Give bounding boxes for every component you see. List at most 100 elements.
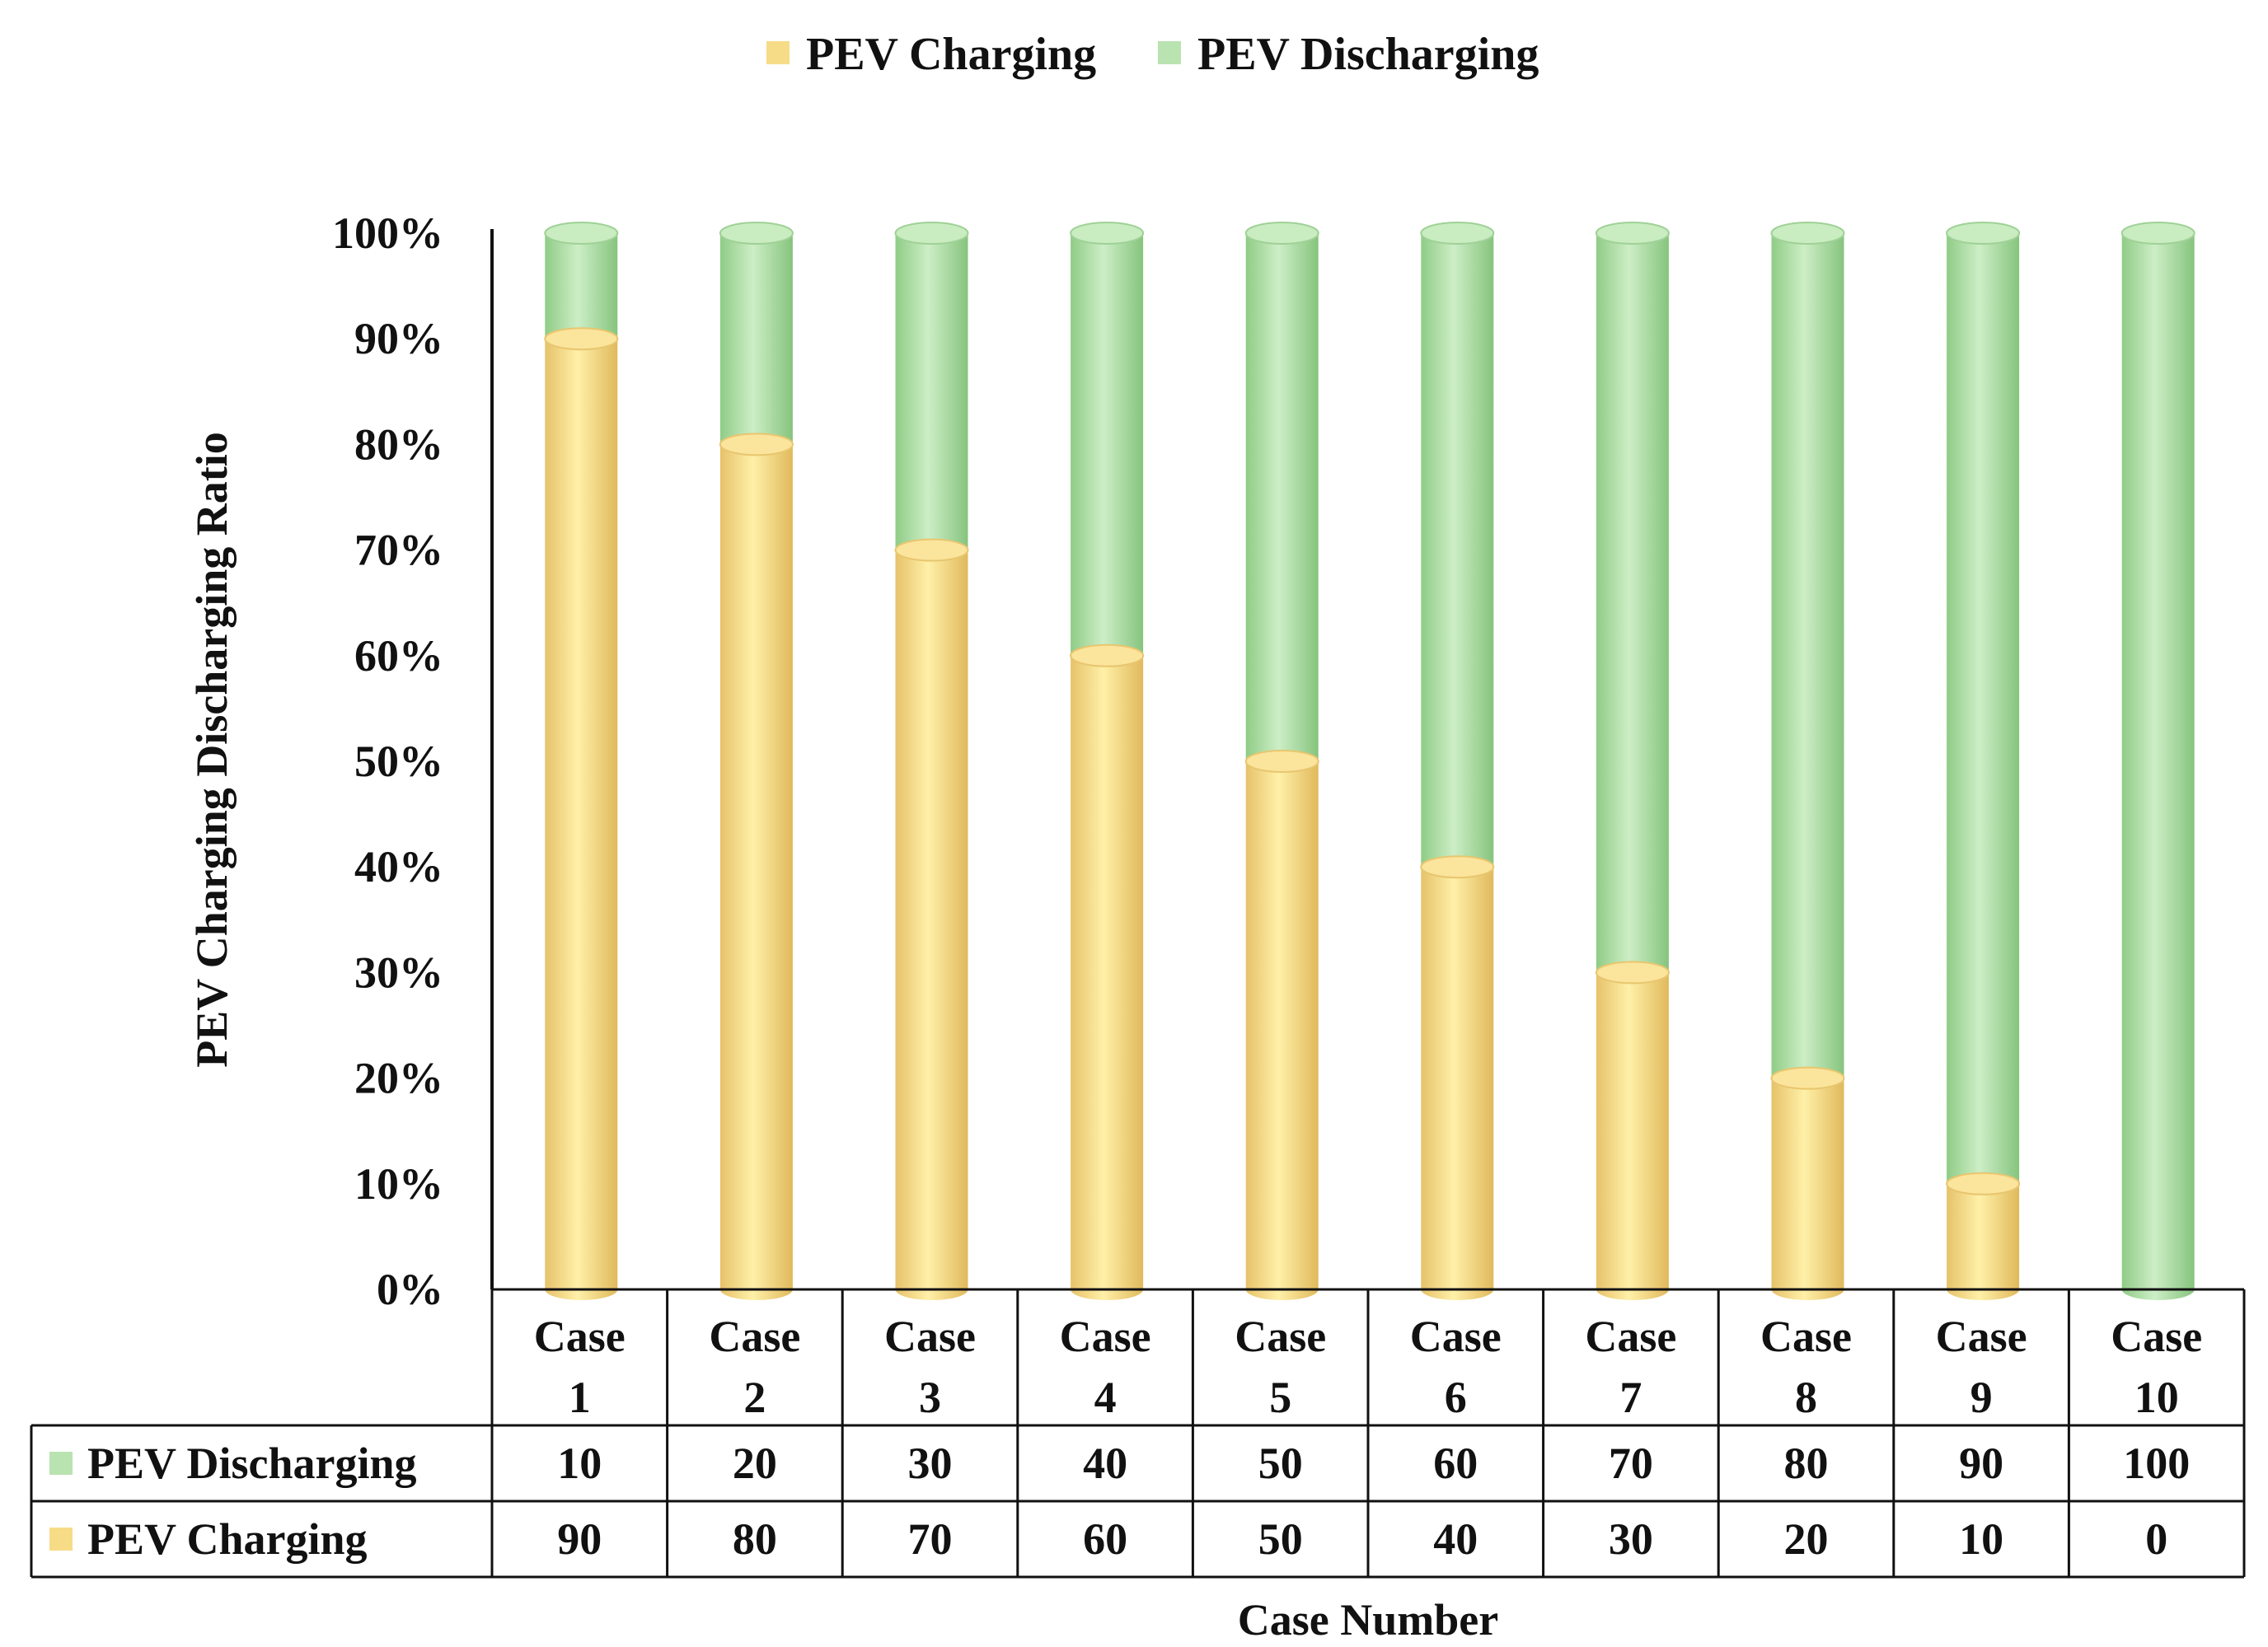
x-category-label: Case bbox=[1760, 1312, 1852, 1361]
table-cell: 80 bbox=[733, 1514, 777, 1564]
bar-charging bbox=[1071, 644, 1144, 1301]
bar-discharging bbox=[895, 222, 968, 561]
table-cell: 20 bbox=[1784, 1514, 1829, 1564]
legend: PEV Charging PEV Discharging bbox=[766, 29, 1539, 80]
table-cell: 60 bbox=[1083, 1514, 1127, 1564]
bar-discharging-top bbox=[1595, 222, 1670, 245]
table-cell: 70 bbox=[908, 1514, 953, 1564]
y-tick-label: 50% bbox=[354, 737, 443, 786]
table-cell: 10 bbox=[1959, 1514, 2003, 1564]
x-category-label: Case bbox=[1235, 1312, 1326, 1361]
x-category-label: Case bbox=[1585, 1312, 1676, 1361]
table-cell: 60 bbox=[1433, 1439, 1478, 1488]
bar-charging-top bbox=[1420, 855, 1495, 879]
table-cell: 20 bbox=[733, 1439, 777, 1488]
bar-charging-top bbox=[1244, 750, 1319, 773]
x-category-label: 8 bbox=[1795, 1373, 1817, 1422]
y-tick-label: 60% bbox=[354, 631, 443, 681]
bar-charging bbox=[1421, 856, 1494, 1301]
bar-discharging-top bbox=[544, 222, 619, 245]
table-cell: 30 bbox=[908, 1439, 953, 1488]
y-tick-label: 90% bbox=[354, 314, 443, 363]
bar-group bbox=[1946, 222, 2021, 1301]
x-category-label: Case bbox=[1060, 1312, 1151, 1361]
x-category-label: 7 bbox=[1619, 1373, 1642, 1422]
bar-charging bbox=[719, 433, 793, 1301]
y-tick-label: 0% bbox=[377, 1265, 443, 1314]
y-tick-label: 40% bbox=[354, 842, 443, 891]
bar-discharging-top bbox=[1420, 222, 1495, 245]
table-cell: 30 bbox=[1609, 1514, 1653, 1564]
table-cell: 0 bbox=[2145, 1514, 2167, 1564]
table-cell: 10 bbox=[557, 1439, 602, 1488]
bar-charging-top bbox=[544, 327, 619, 351]
bar-group bbox=[1595, 222, 1670, 1301]
bar-discharging bbox=[1071, 222, 1144, 667]
x-category-label: Case bbox=[1936, 1312, 2027, 1361]
table-cell: 90 bbox=[557, 1514, 602, 1564]
bar-discharging-top bbox=[894, 222, 969, 245]
bar-charging bbox=[895, 539, 968, 1301]
y-tick-label: 20% bbox=[354, 1054, 443, 1103]
bar-discharging bbox=[1771, 222, 1844, 1089]
x-category-label: Case bbox=[709, 1312, 800, 1361]
data-table: Case 1 Case 2 Case 3 Case 4 Case 5 Case 6 Case 7 Case 8… bbox=[30, 1288, 2246, 1579]
legend-label-discharging: PEV Discharging bbox=[1197, 29, 1539, 80]
x-category-label: 10 bbox=[2134, 1373, 2179, 1422]
x-axis-title: Case Number bbox=[1238, 1595, 1498, 1645]
x-category-label: 3 bbox=[919, 1373, 941, 1422]
bar-group bbox=[1770, 222, 1845, 1301]
table-cell: 70 bbox=[1609, 1439, 1653, 1488]
y-axis-title: PEV Charging Discharging Ratio bbox=[187, 432, 237, 1068]
x-category-label: Case bbox=[2111, 1312, 2202, 1361]
bar-charging bbox=[1596, 962, 1669, 1301]
bar-discharging bbox=[1947, 222, 2020, 1195]
table-cell: 100 bbox=[2123, 1439, 2190, 1488]
bar-discharging bbox=[545, 222, 618, 350]
table-cell: 40 bbox=[1083, 1439, 1127, 1488]
x-category-label: 1 bbox=[569, 1373, 591, 1422]
bars bbox=[544, 222, 2195, 1301]
bar-group bbox=[2120, 222, 2195, 1301]
table-cell: 80 bbox=[1784, 1439, 1829, 1488]
y-tick-label: 30% bbox=[354, 947, 443, 997]
legend-swatch-charging bbox=[766, 41, 790, 64]
bar-discharging-top bbox=[1946, 222, 2021, 245]
bar-discharging-top bbox=[1070, 222, 1145, 245]
bar-discharging bbox=[2121, 222, 2195, 1301]
table-cell: 50 bbox=[1258, 1439, 1303, 1488]
bar-group bbox=[1070, 222, 1145, 1301]
bar-discharging-top bbox=[2120, 222, 2195, 245]
x-category-label: 2 bbox=[743, 1373, 766, 1422]
bar-discharging bbox=[1421, 222, 1494, 878]
bar-group bbox=[1420, 222, 1495, 1301]
bar-discharging-top bbox=[719, 222, 794, 245]
bar-charging-top bbox=[1070, 643, 1145, 667]
table-cell: 40 bbox=[1433, 1514, 1478, 1564]
bar-charging bbox=[545, 328, 618, 1300]
y-tick-label: 70% bbox=[354, 526, 443, 575]
bar-charging bbox=[1245, 751, 1319, 1301]
table-row-swatch bbox=[49, 1452, 73, 1475]
bar-discharging-top bbox=[1770, 222, 1845, 245]
bar-group bbox=[894, 222, 969, 1301]
x-category-label: Case bbox=[1410, 1312, 1502, 1361]
table-row-swatch bbox=[49, 1528, 73, 1551]
bar-discharging bbox=[719, 222, 793, 456]
bar-discharging bbox=[1596, 222, 1669, 984]
bar-charging-top bbox=[894, 538, 969, 562]
x-category-label: Case bbox=[884, 1312, 976, 1361]
table-cell: 90 bbox=[1959, 1439, 2003, 1488]
x-category-label: Case bbox=[534, 1312, 626, 1361]
bar-discharging bbox=[1245, 222, 1319, 773]
legend-swatch-discharging bbox=[1158, 41, 1181, 64]
bar-charging-top bbox=[1770, 1066, 1845, 1090]
table-row-label: PEV Charging bbox=[87, 1514, 368, 1564]
bar-charging bbox=[1771, 1067, 1844, 1301]
table-row-label: PEV Discharging bbox=[87, 1439, 417, 1488]
x-category-label: 9 bbox=[1970, 1373, 1993, 1422]
x-category-label: 5 bbox=[1269, 1373, 1291, 1422]
y-tick-label: 100% bbox=[332, 208, 443, 258]
bar-charging-top bbox=[719, 433, 794, 456]
